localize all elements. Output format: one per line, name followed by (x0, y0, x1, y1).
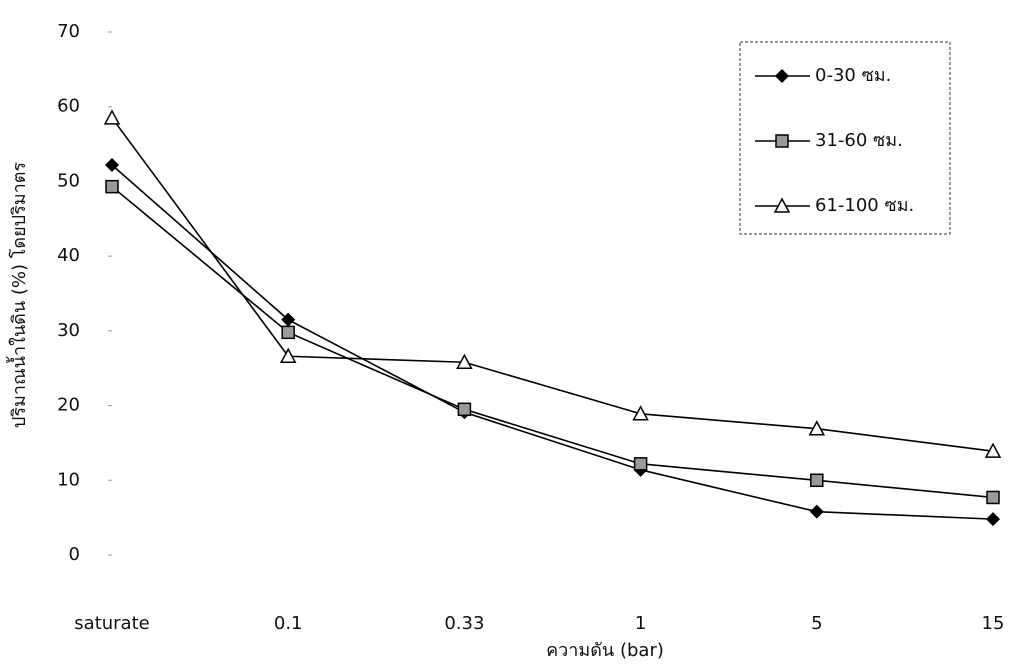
data-point (458, 403, 470, 415)
data-point (105, 111, 119, 124)
legend-label: 61-100 ซม. (815, 195, 914, 216)
y-tick-label: 50 (57, 170, 80, 191)
data-point (811, 474, 823, 486)
data-point (634, 407, 648, 420)
data-point (810, 505, 824, 519)
legend-label: 0-30 ซม. (815, 65, 891, 86)
y-tick-label: 20 (57, 395, 80, 416)
y-axis-title: ปริมาณน้ำในดิน (%) โดยปริมาตร (6, 162, 30, 429)
data-point (106, 181, 118, 193)
legend-label: 31-60 ซม. (815, 130, 903, 151)
series-line (112, 187, 993, 498)
data-point (986, 512, 1000, 526)
series-line (112, 165, 993, 519)
page: {"chart_data": {"type": "line", "x_label… (0, 0, 1012, 665)
x-tick-label: 0.33 (444, 613, 484, 634)
series-line (112, 118, 993, 451)
y-tick-label: 10 (57, 469, 80, 490)
chart: ความดัน (bar) ปริมาณน้ำในดิน (%) โดยปริม… (0, 0, 1012, 665)
y-tick-label: 0 (69, 544, 80, 565)
x-tick-label: 5 (811, 613, 822, 634)
legend-marker (775, 69, 789, 83)
y-tick-label: 30 (57, 320, 80, 341)
x-tick-label: 15 (982, 613, 1005, 634)
y-tick-label: 70 (57, 21, 80, 42)
x-axis-title: ความดัน (bar) (546, 640, 664, 661)
x-tick-label: 1 (635, 613, 646, 634)
data-point (282, 326, 294, 338)
data-point (635, 458, 647, 470)
y-tick-label: 40 (57, 245, 80, 266)
data-point (987, 491, 999, 503)
x-tick-label: 0.1 (274, 613, 303, 634)
x-tick-label: saturate (74, 613, 149, 634)
legend-marker (776, 135, 788, 147)
y-tick-label: 60 (57, 96, 80, 117)
